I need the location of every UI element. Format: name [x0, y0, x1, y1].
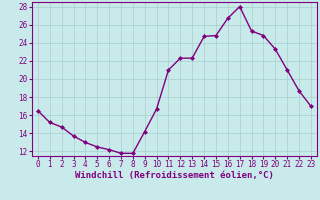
X-axis label: Windchill (Refroidissement éolien,°C): Windchill (Refroidissement éolien,°C) [75, 171, 274, 180]
